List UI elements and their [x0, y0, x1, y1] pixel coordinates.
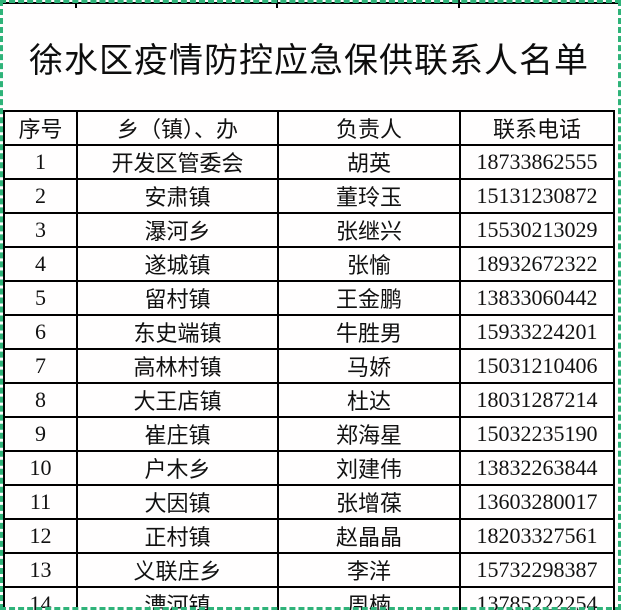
table-header-row: 序号 乡（镇）、办 负责人 联系电话 — [3, 110, 615, 146]
table-row: 5 留村镇 王金鹏 13833060442 — [3, 280, 615, 316]
table-row: 11 大因镇 张增葆 13603280017 — [3, 484, 615, 520]
cell-phone: 15933224201 — [459, 314, 615, 350]
cell-person: 周楠 — [277, 586, 461, 610]
cell-town: 户木乡 — [76, 450, 279, 486]
header-phone: 联系电话 — [459, 110, 615, 146]
cell-person: 王金鹏 — [277, 280, 461, 316]
table-row: 2 安肃镇 董玲玉 15131230872 — [3, 178, 615, 214]
cell-no: 9 — [3, 416, 78, 452]
table-row: 6 东史端镇 牛胜男 15933224201 — [3, 314, 615, 350]
cell-no: 8 — [3, 382, 78, 418]
cell-no: 2 — [3, 178, 78, 214]
cell-no: 1 — [3, 144, 78, 180]
cell-person: 牛胜男 — [277, 314, 461, 350]
cell-phone: 15032235190 — [459, 416, 615, 452]
cell-person: 李洋 — [277, 552, 461, 588]
cell-no: 13 — [3, 552, 78, 588]
cell-person: 张增葆 — [277, 484, 461, 520]
cropped-row-bottom-border — [0, 2, 621, 4]
cropped-column-divider — [276, 0, 278, 8]
header-no: 序号 — [3, 110, 78, 146]
cell-phone: 13833060442 — [459, 280, 615, 316]
cell-phone: 18203327561 — [459, 518, 615, 554]
cell-town: 遂城镇 — [76, 246, 279, 282]
cell-person: 郑海星 — [277, 416, 461, 452]
cell-person: 杜达 — [277, 382, 461, 418]
cell-person: 马娇 — [277, 348, 461, 384]
table-row: 8 大王店镇 杜达 18031287214 — [3, 382, 615, 418]
header-town: 乡（镇）、办 — [76, 110, 279, 146]
cell-person: 张愉 — [277, 246, 461, 282]
table-row: 13 义联庄乡 李洋 15732298387 — [3, 552, 615, 588]
cell-town: 大王店镇 — [76, 382, 279, 418]
page-title: 徐水区疫情防控应急保供联系人名单 — [29, 42, 589, 80]
cell-phone: 15031210406 — [459, 348, 615, 384]
table-row: 1 开发区管委会 胡英 18733862555 — [3, 144, 615, 180]
cropped-column-divider — [458, 0, 460, 8]
cell-no: 14 — [3, 586, 78, 610]
cell-no: 10 — [3, 450, 78, 486]
cell-no: 7 — [3, 348, 78, 384]
cell-person: 刘建伟 — [277, 450, 461, 486]
cell-person: 张继兴 — [277, 212, 461, 248]
cell-no: 6 — [3, 314, 78, 350]
table-row: 10 户木乡 刘建伟 13832263844 — [3, 450, 615, 486]
cell-no: 4 — [3, 246, 78, 282]
cell-no: 11 — [3, 484, 78, 520]
cell-phone: 13832263844 — [459, 450, 615, 486]
cell-phone: 13603280017 — [459, 484, 615, 520]
cell-town: 开发区管委会 — [76, 144, 279, 180]
cell-no: 3 — [3, 212, 78, 248]
cell-person: 赵晶晶 — [277, 518, 461, 554]
cell-person: 胡英 — [277, 144, 461, 180]
table-row: 7 高林村镇 马娇 15031210406 — [3, 348, 615, 384]
table-row: 12 正村镇 赵晶晶 18203327561 — [3, 518, 615, 554]
cell-town: 正村镇 — [76, 518, 279, 554]
cell-phone: 18031287214 — [459, 382, 615, 418]
cell-no: 5 — [3, 280, 78, 316]
cell-phone: 15732298387 — [459, 552, 615, 588]
cell-person: 董玲玉 — [277, 178, 461, 214]
cell-no: 12 — [3, 518, 78, 554]
title-block: 徐水区疫情防控应急保供联系人名单 — [3, 4, 615, 110]
cropped-column-divider — [75, 0, 77, 8]
cell-phone: 15131230872 — [459, 178, 615, 214]
cell-phone: 18733862555 — [459, 144, 615, 180]
cell-town: 大因镇 — [76, 484, 279, 520]
cell-town: 安肃镇 — [76, 178, 279, 214]
header-person: 负责人 — [277, 110, 461, 146]
cell-town: 东史端镇 — [76, 314, 279, 350]
cell-phone: 18932672322 — [459, 246, 615, 282]
cell-town: 高林村镇 — [76, 348, 279, 384]
cell-town: 瀑河乡 — [76, 212, 279, 248]
cell-town: 义联庄乡 — [76, 552, 279, 588]
cell-phone: 13785222254 — [459, 586, 615, 610]
table-row: 3 瀑河乡 张继兴 15530213029 — [3, 212, 615, 248]
contact-table: 序号 乡（镇）、办 负责人 联系电话 1 开发区管委会 胡英 187338625… — [3, 110, 615, 610]
cell-phone: 15530213029 — [459, 212, 615, 248]
table-row: 14 漕河镇 周楠 13785222254 — [3, 586, 615, 610]
table-row: 9 崔庄镇 郑海星 15032235190 — [3, 416, 615, 452]
cell-town: 崔庄镇 — [76, 416, 279, 452]
cell-town: 漕河镇 — [76, 586, 279, 610]
cell-town: 留村镇 — [76, 280, 279, 316]
table-row: 4 遂城镇 张愉 18932672322 — [3, 246, 615, 282]
